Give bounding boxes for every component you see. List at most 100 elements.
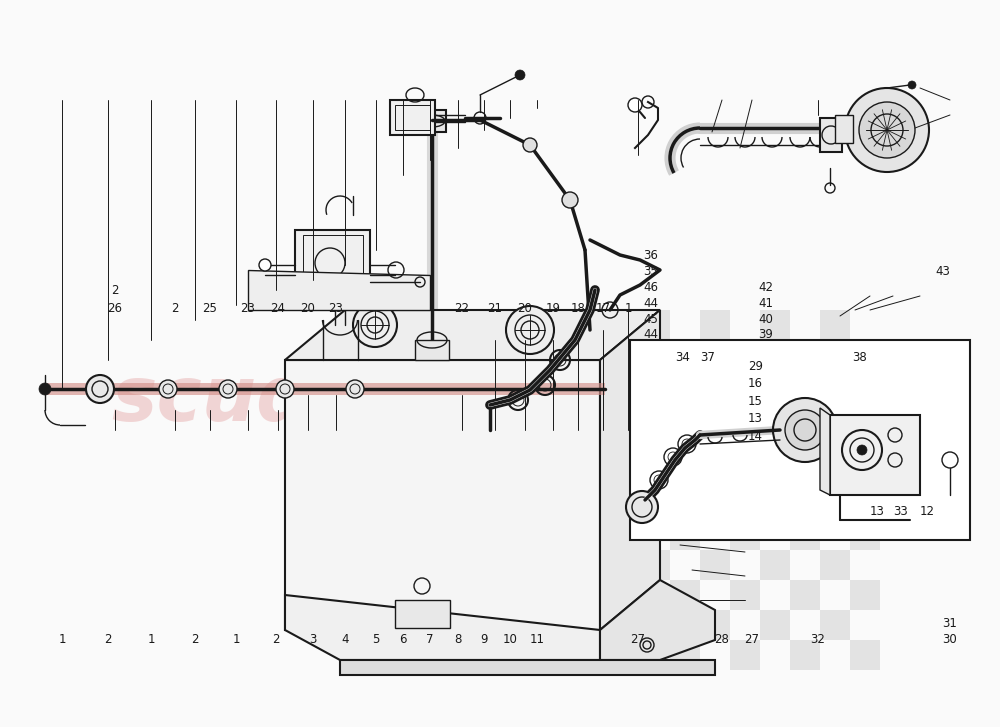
Text: 2: 2 xyxy=(111,284,119,297)
Circle shape xyxy=(219,380,237,398)
Bar xyxy=(860,355,882,377)
Text: 14: 14 xyxy=(748,430,763,443)
Text: 17: 17 xyxy=(596,302,610,315)
Bar xyxy=(580,610,610,640)
Bar xyxy=(395,105,430,130)
Bar xyxy=(904,355,926,377)
Bar xyxy=(850,640,880,670)
Text: 6: 6 xyxy=(399,633,407,646)
Text: 31: 31 xyxy=(943,617,957,630)
Polygon shape xyxy=(600,580,715,660)
Text: 24: 24 xyxy=(270,302,286,315)
Bar xyxy=(640,310,670,340)
Bar xyxy=(760,370,790,400)
Polygon shape xyxy=(285,595,600,660)
Bar xyxy=(850,400,880,430)
Circle shape xyxy=(628,98,642,112)
Bar xyxy=(395,600,450,628)
Text: 23: 23 xyxy=(241,302,255,315)
Bar xyxy=(670,460,700,490)
Text: 3: 3 xyxy=(309,633,317,646)
Text: 44: 44 xyxy=(643,328,658,341)
Bar xyxy=(700,310,730,340)
Bar xyxy=(850,340,880,370)
Circle shape xyxy=(626,491,658,523)
Bar xyxy=(580,550,610,580)
Text: 13: 13 xyxy=(748,412,763,425)
Bar xyxy=(948,355,970,377)
Bar xyxy=(760,430,790,460)
Text: car parts: car parts xyxy=(366,424,634,476)
Text: 9: 9 xyxy=(480,633,488,646)
Bar xyxy=(640,490,670,520)
Bar xyxy=(700,370,730,400)
Text: 29: 29 xyxy=(748,360,763,373)
Bar xyxy=(295,230,370,295)
Bar xyxy=(730,340,760,370)
Text: 35: 35 xyxy=(643,265,658,278)
Bar xyxy=(610,640,640,670)
Text: 27: 27 xyxy=(631,633,646,646)
Bar xyxy=(610,520,640,550)
Bar xyxy=(640,610,670,640)
Text: 2: 2 xyxy=(104,633,112,646)
Polygon shape xyxy=(340,660,715,675)
Circle shape xyxy=(562,192,578,208)
Bar xyxy=(610,340,640,370)
Bar xyxy=(850,580,880,610)
Polygon shape xyxy=(820,408,830,495)
Text: 1: 1 xyxy=(58,633,66,646)
Circle shape xyxy=(859,102,915,158)
Text: 12: 12 xyxy=(920,505,935,518)
Bar xyxy=(730,580,760,610)
Bar xyxy=(790,340,820,370)
Bar xyxy=(948,399,970,421)
Circle shape xyxy=(773,398,837,462)
Circle shape xyxy=(515,70,525,80)
Bar xyxy=(670,520,700,550)
Text: 34: 34 xyxy=(675,351,690,364)
Bar xyxy=(882,377,904,399)
Circle shape xyxy=(276,380,294,398)
Text: 45: 45 xyxy=(643,313,658,326)
Text: 43: 43 xyxy=(935,265,950,278)
Bar xyxy=(670,400,700,430)
Text: 4: 4 xyxy=(341,633,349,646)
Text: 19: 19 xyxy=(546,302,560,315)
Text: 30: 30 xyxy=(943,633,957,646)
Bar xyxy=(580,310,610,340)
Bar xyxy=(418,110,446,132)
Text: scuderia: scuderia xyxy=(112,363,478,437)
Text: 13: 13 xyxy=(870,505,885,518)
Bar xyxy=(790,400,820,430)
Text: 39: 39 xyxy=(758,328,773,341)
Bar xyxy=(730,640,760,670)
Text: 40: 40 xyxy=(758,313,773,326)
Bar xyxy=(760,550,790,580)
Bar xyxy=(610,580,640,610)
Circle shape xyxy=(857,445,867,455)
Bar xyxy=(820,550,850,580)
Polygon shape xyxy=(600,310,660,630)
Text: 21: 21 xyxy=(488,302,503,315)
Bar xyxy=(820,118,842,152)
Bar xyxy=(882,421,904,443)
Text: 27: 27 xyxy=(744,633,760,646)
Bar xyxy=(850,520,880,550)
Bar xyxy=(700,550,730,580)
Bar xyxy=(790,580,820,610)
Bar xyxy=(860,399,882,421)
Bar xyxy=(850,460,880,490)
Text: 20: 20 xyxy=(518,302,532,315)
Circle shape xyxy=(159,380,177,398)
Text: 2: 2 xyxy=(191,633,199,646)
Text: 1: 1 xyxy=(147,633,155,646)
Text: 1: 1 xyxy=(624,302,632,315)
Text: 1: 1 xyxy=(232,633,240,646)
Bar xyxy=(760,310,790,340)
Bar xyxy=(820,490,850,520)
Text: 2: 2 xyxy=(272,633,280,646)
Text: 18: 18 xyxy=(571,302,585,315)
Text: 36: 36 xyxy=(643,249,658,262)
Text: 46: 46 xyxy=(643,281,658,294)
